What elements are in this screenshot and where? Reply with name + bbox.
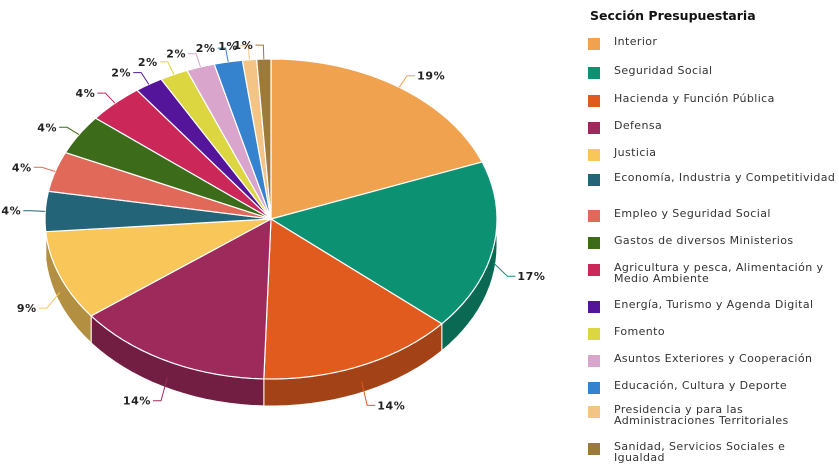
legend-label: Seguridad Social	[614, 64, 713, 77]
slice-percent-label-1: 19%	[417, 70, 445, 83]
legend-label: Energía, Turismo y Agenda Digital	[614, 298, 814, 311]
legend-item-9[interactable]: Agricultura y pesca, Alimentación y Medi…	[588, 262, 838, 284]
legend: Sección Presupuestaria Interior Seguridad…	[588, 8, 838, 463]
slice-percent-label-7: 4%	[12, 161, 32, 174]
legend-item-10[interactable]: Energía, Turismo y Agenda Digital	[588, 299, 838, 313]
label-connector-13	[217, 47, 229, 62]
legend-item-14[interactable]: Presidencia y para las Administraciones …	[588, 404, 838, 426]
label-connector-1	[398, 75, 416, 88]
legend-item-7[interactable]: Empleo y Seguridad Social	[588, 208, 838, 222]
legend-label: Gastos de diversos Ministerios	[614, 234, 794, 247]
pie-slice-3[interactable]	[263, 218, 443, 380]
slice-percent-label-9: 4%	[76, 87, 96, 100]
pie-slice-9[interactable]	[94, 89, 272, 220]
pie-slice-8[interactable]	[64, 117, 272, 220]
slice-percent-label-15: 1%	[234, 39, 254, 52]
legend-item-2[interactable]: Seguridad Social	[588, 65, 838, 79]
label-connector-6	[23, 210, 46, 212]
legend-item-6[interactable]: Economía, Industria y Competitividad	[588, 172, 838, 186]
legend-item-15[interactable]: Sanidad, Servicios Sociales e Igualdad	[588, 441, 838, 463]
legend-label: Agricultura y pesca, Alimentación y Medi…	[614, 261, 824, 285]
legend-label: Defensa	[614, 119, 663, 132]
legend-swatch	[588, 149, 600, 161]
label-connector-4	[153, 377, 168, 402]
legend-swatch	[588, 301, 600, 313]
label-connector-5	[38, 291, 61, 309]
label-connector-7	[33, 166, 56, 172]
label-connector-2	[493, 262, 516, 277]
slice-percent-label-12: 2%	[166, 48, 186, 61]
legend-label: Interior	[614, 35, 658, 48]
label-connector-14	[240, 45, 250, 60]
slice-percent-label-14: 1%	[218, 40, 238, 53]
slice-percent-label-8: 4%	[37, 121, 57, 134]
pie-slice-7[interactable]	[47, 151, 272, 220]
pie-slice-6[interactable]	[44, 190, 272, 233]
slice-percent-label-5: 9%	[17, 302, 37, 315]
label-connector-12	[188, 53, 201, 68]
pie-slice-4[interactable]	[90, 218, 272, 380]
pie-slice-2[interactable]	[270, 161, 498, 325]
label-connector-11	[159, 61, 175, 75]
slice-percent-label-10: 2%	[111, 67, 131, 80]
legend-label: Educación, Cultura y Deporte	[614, 379, 788, 392]
legend-label: Presidencia y para las Administraciones …	[614, 403, 789, 427]
legend-swatch	[588, 67, 600, 79]
pie-labels: 19%17%14%14%9%4%4%4%4%2%2%2% 2% 1%1%	[1, 39, 545, 412]
legend-title: Sección Presupuestaria	[590, 8, 756, 23]
legend-swatch	[588, 38, 600, 50]
slice-percent-label-11: 2%	[138, 56, 158, 69]
legend-item-4[interactable]: Defensa	[588, 120, 838, 134]
legend-label: Justicia	[614, 146, 657, 159]
slice-percent-label-13: 2%	[196, 42, 216, 55]
legend-swatch	[588, 210, 600, 222]
pie-chart: 19%17%14%14%9%4%4%4%4%2%2%2% 2% 1%1%	[1, 39, 545, 412]
pie-slice-5[interactable]	[45, 218, 272, 317]
legend-swatch	[588, 174, 600, 186]
slice-percent-label-4: 14%	[123, 395, 151, 408]
legend-swatch	[588, 95, 600, 107]
legend-item-5[interactable]: Justicia	[588, 147, 838, 161]
legend-label: Sanidad, Servicios Sociales e Igualdad	[614, 440, 786, 464]
label-connector-9	[97, 92, 116, 104]
legend-label: Asuntos Exteriores y Cooperación	[614, 352, 813, 365]
legend-item-13[interactable]: Educación, Cultura y Deporte	[588, 380, 838, 394]
label-connector-10	[133, 72, 150, 85]
legend-swatch	[588, 264, 600, 276]
legend-swatch	[588, 382, 600, 394]
legend-swatch	[588, 355, 600, 367]
legend-label: Economía, Industria y Competitividad	[614, 171, 836, 184]
slice-percent-label-2: 17%	[517, 270, 545, 283]
pie-slice-1[interactable]	[270, 58, 483, 220]
legend-label: Hacienda y Función Pública	[614, 92, 775, 105]
legend-swatch	[588, 122, 600, 134]
legend-swatch	[588, 443, 600, 455]
legend-swatch	[588, 237, 600, 249]
pie-slices	[44, 58, 498, 380]
legend-item-3[interactable]: Hacienda y Función Pública	[588, 93, 838, 107]
legend-swatch	[588, 328, 600, 340]
legend-item-12[interactable]: Asuntos Exteriores y Cooperación	[588, 353, 838, 367]
legend-swatch	[588, 406, 600, 418]
legend-item-11[interactable]: Fomento	[588, 326, 838, 340]
label-connector-3	[361, 381, 376, 406]
legend-item-8[interactable]: Gastos de diversos Ministerios	[588, 235, 838, 249]
legend-label: Fomento	[614, 325, 665, 338]
slice-percent-label-6: 4%	[1, 205, 21, 218]
legend-item-1[interactable]: Interior	[588, 36, 838, 50]
label-connector-15	[255, 44, 265, 60]
slice-percent-label-3: 14%	[377, 399, 405, 412]
legend-label: Empleo y Seguridad Social	[614, 207, 771, 220]
label-connector-8	[59, 126, 80, 136]
